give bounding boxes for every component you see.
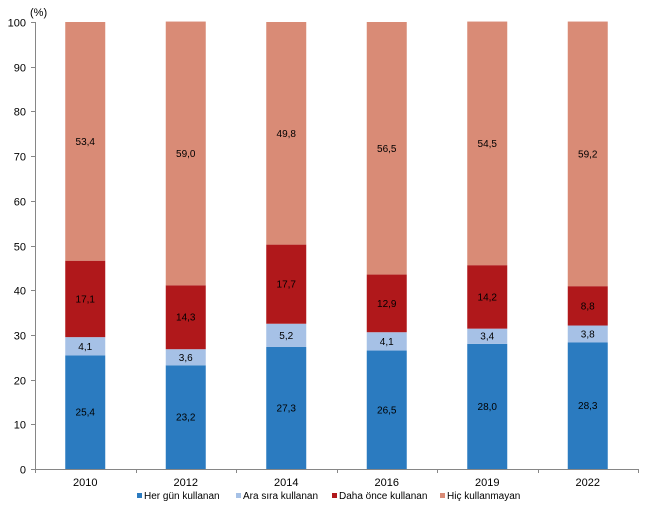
data-label-2014-2: 17,7 (277, 280, 297, 291)
x-tick-label: 2022 (576, 477, 600, 489)
x-tick-label: 2010 (73, 477, 97, 489)
x-ticks: 2010 2012 2014 2016 2019 2022 (35, 469, 639, 489)
bar-segment-2014-0 (266, 346, 307, 469)
bar-segment-2010-2 (65, 260, 106, 338)
data-label-2022-1: 3,8 (581, 330, 595, 341)
data-label-2019-1: 3,4 (480, 332, 494, 343)
bar-segment-2014-2 (266, 244, 307, 324)
data-labels-layer: 25,4 4,1 17,1 53,4 23,2 3,6 14,3 59,0 27,3 5,2 17,… (76, 129, 598, 424)
data-label-2022-2: 8,8 (581, 301, 595, 312)
bar-segment-2010-1 (65, 337, 106, 356)
axes-layer: (%) (30, 7, 638, 470)
y-tick-label: 80 (14, 107, 26, 119)
bar-segment-2010-0 (65, 355, 106, 469)
bar-segment-2016-0 (366, 350, 407, 469)
data-label-2010-1: 4,1 (78, 342, 92, 353)
y-tick-label: 20 (14, 376, 26, 388)
x-tick-label: 2014 (274, 477, 298, 489)
bar-segment-2014-1 (266, 323, 307, 347)
y-ticks: 0 10 20 30 40 50 60 70 80 90 100 (8, 18, 35, 477)
data-label-2016-2: 12,9 (377, 299, 397, 310)
bar-segment-2022-3 (567, 21, 608, 287)
legend-swatch (440, 493, 445, 498)
bar-segment-2022-2 (567, 286, 608, 326)
bar-segment-2016-3 (366, 22, 407, 275)
legend-swatch (137, 493, 142, 498)
data-label-2014-1: 5,2 (279, 331, 293, 342)
bar-segment-2019-2 (467, 265, 508, 329)
legend-label: Hiç kullanmayan (447, 491, 520, 502)
bar-segment-2012-0 (165, 365, 206, 469)
x-tick-label: 2012 (174, 477, 198, 489)
data-label-2022-0: 28,3 (578, 401, 598, 412)
y-tick-label: 40 (14, 286, 26, 298)
y-tick-label: 0 (20, 465, 26, 477)
bar-segment-2012-2 (165, 285, 206, 350)
y-tick-label: 100 (8, 18, 26, 30)
data-label-2019-3: 54,5 (478, 139, 498, 150)
y-tick-label: 90 (14, 63, 26, 75)
bar-segment-2014-3 (266, 22, 307, 245)
bar-segment-2019-3 (467, 21, 508, 266)
y-tick-label: 70 (14, 152, 26, 164)
bar-segment-2022-1 (567, 325, 608, 343)
data-label-2010-3: 53,4 (76, 137, 96, 148)
data-label-2016-0: 26,5 (377, 405, 397, 416)
legend-label: Her gün kullanan (144, 491, 220, 502)
legend: Her gün kullanan Ara sıra kullanan Daha ön… (137, 491, 520, 502)
data-label-2012-2: 14,3 (176, 313, 196, 324)
x-tick-label: 2019 (475, 477, 499, 489)
data-label-2016-3: 56,5 (377, 144, 397, 155)
y-tick-label: 50 (14, 242, 26, 254)
y-tick-label: 30 (14, 331, 26, 343)
data-label-2016-1: 4,1 (380, 337, 394, 348)
data-label-2012-3: 59,0 (176, 149, 196, 160)
data-label-2010-2: 17,1 (76, 294, 96, 305)
bar-segment-2012-1 (165, 349, 206, 366)
data-label-2012-0: 23,2 (176, 413, 196, 424)
y-tick-label: 60 (14, 197, 26, 209)
data-label-2022-3: 59,2 (578, 149, 598, 160)
bar-segment-2016-1 (366, 332, 407, 351)
y-unit-label: (%) (30, 7, 47, 19)
y-tick-label: 10 (14, 420, 26, 432)
data-label-2010-0: 25,4 (76, 408, 96, 419)
bar-segment-2019-1 (467, 328, 508, 344)
legend-swatch (236, 493, 241, 498)
bar-segment-2022-0 (567, 342, 608, 469)
legend-swatch (332, 493, 337, 498)
legend-label: Daha önce kullanan (339, 491, 427, 502)
bar-segment-2012-3 (165, 21, 206, 286)
bar-segment-2019-0 (467, 343, 508, 469)
data-label-2012-1: 3,6 (179, 353, 193, 364)
bar-segment-2016-2 (366, 274, 407, 333)
bars-layer (65, 21, 608, 469)
bar-segment-2010-3 (65, 22, 106, 261)
data-label-2014-3: 49,8 (277, 129, 297, 140)
data-label-2019-0: 28,0 (478, 402, 498, 413)
data-label-2014-0: 27,3 (277, 403, 297, 414)
data-label-2019-2: 14,2 (478, 292, 498, 303)
x-tick-label: 2016 (375, 477, 399, 489)
legend-label: Ara sıra kullanan (243, 491, 318, 502)
